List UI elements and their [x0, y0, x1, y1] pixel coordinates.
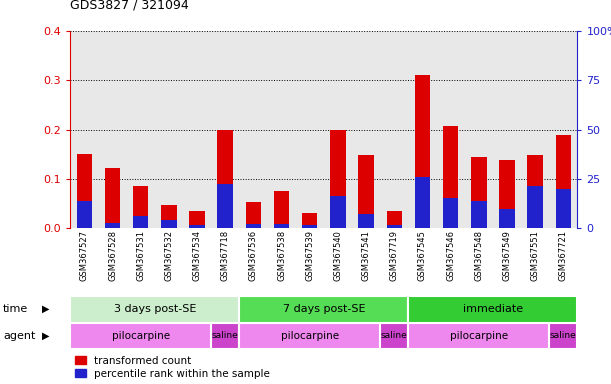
Bar — [358, 155, 374, 228]
Bar — [527, 187, 543, 228]
Text: pilocarpine: pilocarpine — [450, 331, 508, 341]
Bar — [302, 225, 318, 228]
Bar — [274, 223, 290, 228]
Bar — [218, 129, 233, 228]
Text: pilocarpine: pilocarpine — [112, 331, 170, 341]
Text: agent: agent — [3, 331, 35, 341]
Bar — [189, 225, 205, 228]
Bar — [302, 213, 318, 228]
Legend: transformed count, percentile rank within the sample: transformed count, percentile rank withi… — [76, 356, 270, 379]
Bar — [76, 154, 92, 228]
Bar — [443, 126, 458, 228]
Text: time: time — [3, 304, 28, 314]
Bar — [189, 211, 205, 228]
Bar — [415, 177, 430, 228]
Bar — [104, 223, 120, 228]
Bar — [471, 201, 486, 228]
Text: 3 days post-SE: 3 days post-SE — [114, 304, 196, 314]
Bar — [387, 211, 402, 228]
Bar — [133, 187, 148, 228]
Bar — [161, 205, 177, 228]
Text: immediate: immediate — [463, 304, 523, 314]
Bar — [415, 75, 430, 228]
Bar — [211, 323, 240, 349]
Bar — [387, 225, 402, 228]
Bar — [218, 184, 233, 228]
Bar — [330, 196, 346, 228]
Bar — [246, 202, 261, 228]
Bar — [499, 209, 514, 228]
Bar — [274, 191, 290, 228]
Bar — [471, 157, 486, 228]
Text: saline: saline — [212, 331, 239, 341]
Bar — [549, 323, 577, 349]
Bar — [104, 168, 120, 228]
Text: 7 days post-SE: 7 days post-SE — [282, 304, 365, 314]
Text: saline: saline — [381, 331, 408, 341]
Bar — [527, 155, 543, 228]
Bar — [555, 189, 571, 228]
Bar — [76, 201, 92, 228]
Bar — [408, 296, 577, 323]
Bar — [380, 323, 408, 349]
Bar — [499, 160, 514, 228]
Text: ▶: ▶ — [42, 331, 49, 341]
Bar — [70, 323, 211, 349]
Bar — [240, 323, 380, 349]
Bar — [240, 296, 408, 323]
Bar — [443, 198, 458, 228]
Text: ▶: ▶ — [42, 304, 49, 314]
Bar — [358, 214, 374, 228]
Bar — [408, 323, 549, 349]
Text: saline: saline — [550, 331, 577, 341]
Bar — [246, 223, 261, 228]
Bar — [330, 129, 346, 228]
Text: GDS3827 / 321094: GDS3827 / 321094 — [70, 0, 189, 12]
Bar — [133, 216, 148, 228]
Text: pilocarpine: pilocarpine — [280, 331, 339, 341]
Bar — [555, 134, 571, 228]
Bar — [70, 296, 240, 323]
Bar — [161, 220, 177, 228]
